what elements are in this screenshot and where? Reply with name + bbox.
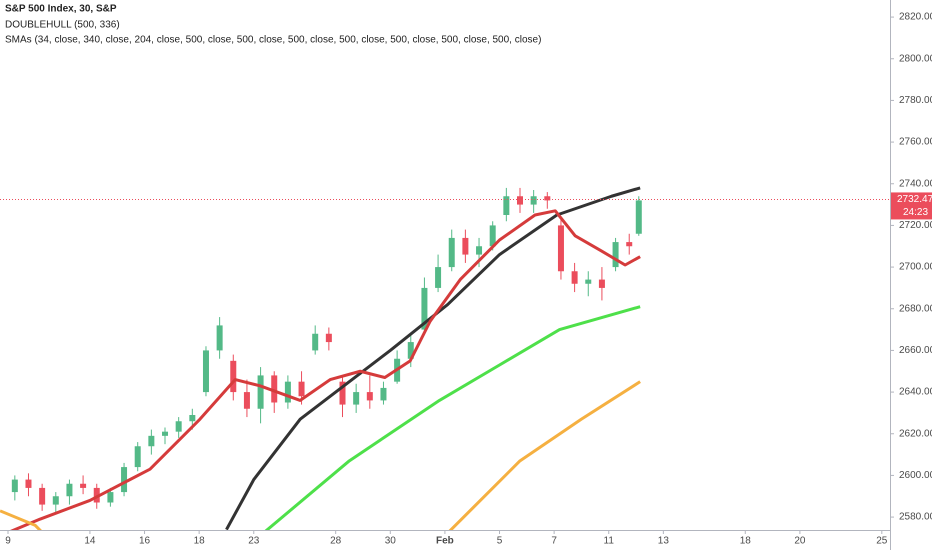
candle-body — [380, 387, 387, 401]
y-tick-label: 2580.00 — [899, 512, 932, 523]
candle-body — [66, 483, 73, 497]
x-tick-label: 9 — [5, 536, 11, 547]
x-tick-label: 20 — [794, 536, 806, 547]
x-tick-label: 30 — [385, 536, 397, 547]
y-tick-label: 2800.00 — [899, 53, 932, 64]
candle-body — [121, 467, 128, 493]
y-tick-label: 2720.00 — [899, 220, 932, 231]
x-tick-label: 7 — [551, 536, 557, 547]
candle-body — [148, 435, 155, 447]
candle-body — [284, 381, 291, 403]
candle-body — [202, 350, 209, 393]
candle-body — [557, 225, 564, 272]
y-tick-label: 2680.00 — [899, 303, 932, 314]
candle-body — [435, 267, 442, 288]
y-tick-label: 2600.00 — [899, 470, 932, 481]
candle-body — [312, 333, 319, 351]
x-tick-label: 14 — [84, 536, 96, 547]
candle-body — [243, 392, 250, 409]
indicator: DOUBLEHULL (500, 336) — [5, 20, 120, 31]
y-tick-label: 2700.00 — [899, 262, 932, 273]
candle-body — [366, 392, 373, 401]
plot-area — [0, 186, 642, 530]
candle-body — [626, 242, 633, 247]
candle-body — [421, 287, 428, 330]
candle-body — [230, 360, 237, 393]
candle-body — [25, 479, 32, 488]
candle-body — [298, 381, 305, 397]
candle-body — [476, 246, 483, 255]
y-tick-label: 2640.00 — [899, 387, 932, 398]
candle-body — [339, 381, 346, 405]
x-tick-label: 5 — [497, 536, 503, 547]
candle-body — [52, 496, 59, 505]
last-price-box — [891, 192, 932, 220]
candle-body — [489, 225, 496, 247]
y-tick-label: 2760.00 — [899, 137, 932, 148]
candle-body — [39, 487, 46, 505]
candle-body — [162, 431, 169, 436]
candle-body — [80, 483, 87, 488]
x-tick-label: 13 — [658, 536, 670, 547]
y-tick-label: 2820.00 — [899, 12, 932, 23]
x-tick-label: 28 — [330, 536, 342, 547]
y-tick-label: 2780.00 — [899, 95, 932, 106]
x-tick-label: Feb — [436, 536, 454, 547]
x-tick-label: 11 — [604, 536, 615, 547]
sma-line — [10, 209, 641, 530]
y-tick-label: 2620.00 — [899, 428, 932, 439]
y-tick-label: 2740.00 — [899, 178, 932, 189]
candle-body — [598, 279, 605, 288]
candle-body — [216, 325, 223, 351]
candle-body — [175, 421, 182, 432]
candle-body — [107, 492, 114, 503]
candle-body — [353, 392, 360, 405]
x-tick-label: 18 — [194, 536, 206, 547]
sma-line — [0, 509, 42, 530]
candle-body — [462, 237, 469, 255]
x-tick-label: 23 — [248, 536, 260, 547]
chart-title: S&P 500 Index, 30, S&P — [5, 4, 117, 15]
sma-line — [264, 305, 641, 530]
candle-body — [11, 479, 18, 493]
x-tick-label: 16 — [139, 536, 151, 547]
candle-body — [271, 375, 278, 403]
candle-body — [503, 196, 510, 215]
x-tick-label: 18 — [740, 536, 752, 547]
candle-body — [407, 342, 414, 359]
candle-body — [571, 271, 578, 284]
x-tick-label: 25 — [876, 536, 888, 547]
candle-body — [189, 415, 196, 422]
candle-body — [448, 237, 455, 268]
candle-body — [325, 333, 332, 343]
y-tick-label: 2660.00 — [899, 345, 932, 356]
sma-line — [225, 186, 641, 530]
candle-body — [257, 375, 264, 409]
candle-body — [134, 446, 141, 468]
candle-body — [612, 242, 619, 268]
indicator: SMAs (34, close, 340, close, 204, close,… — [5, 35, 541, 46]
sma-line — [448, 380, 641, 530]
candle-body — [585, 279, 592, 284]
candle-body — [635, 200, 642, 234]
candle-body — [530, 196, 537, 205]
countdown-label: 24:23 — [903, 207, 928, 218]
last-price-label: 2732.47 — [897, 194, 932, 205]
candle-body — [516, 196, 523, 205]
candle-body — [544, 196, 551, 201]
